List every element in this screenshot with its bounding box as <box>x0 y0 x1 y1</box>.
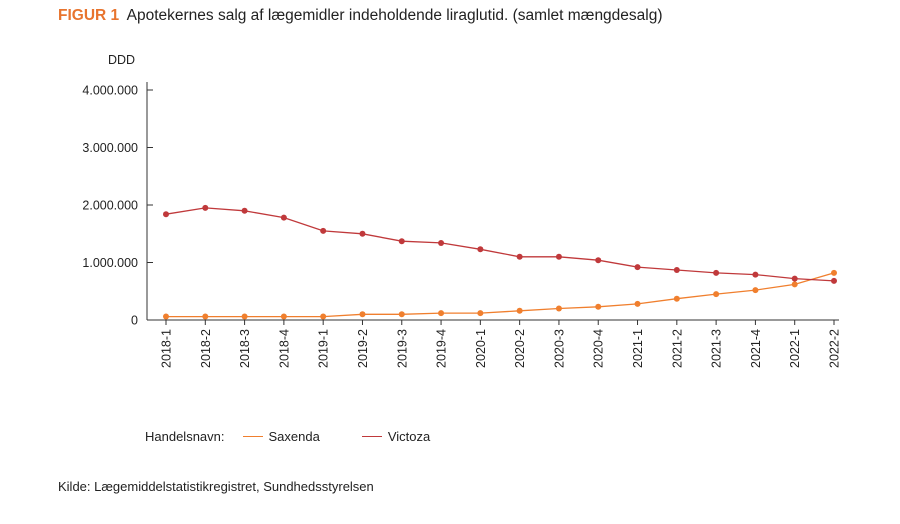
data-point-saxenda <box>202 313 209 320</box>
y-tick-label: 0 <box>131 314 138 328</box>
data-point-saxenda <box>831 269 837 276</box>
data-point-victoza <box>241 207 248 214</box>
legend: Handelsnavn: Saxenda Victoza <box>145 429 466 444</box>
figure-label: FIGUR 1 <box>58 7 120 24</box>
x-tick-label: 2020-4 <box>592 329 606 368</box>
data-point-victoza <box>752 271 759 278</box>
data-point-saxenda <box>595 303 602 310</box>
legend-item-saxenda: Saxenda <box>237 429 320 444</box>
data-point-saxenda <box>791 281 798 288</box>
x-tick-label: 2020-3 <box>552 329 566 368</box>
x-tick-label: 2022-1 <box>788 329 802 368</box>
data-point-victoza <box>831 277 837 284</box>
data-point-saxenda <box>673 295 680 302</box>
data-point-victoza <box>673 266 680 273</box>
series-line-victoza <box>165 207 835 282</box>
line-chart: DDD 0 1.000.000 2.000.000 3.000.000 4.000.000… <box>82 53 842 368</box>
data-point-saxenda <box>634 300 641 307</box>
figure-title: FIGUR 1 Apotekernes salg af lægemidler i… <box>58 7 663 25</box>
source-note: Kilde: Lægemiddelstatistikregistret, Sun… <box>58 479 374 494</box>
data-point-saxenda <box>477 310 484 317</box>
data-point-victoza <box>398 238 405 245</box>
data-point-victoza <box>713 269 720 276</box>
x-tick-label: 2019-1 <box>317 329 331 368</box>
y-tick-label: 2.000.000 <box>82 199 138 213</box>
data-point-saxenda <box>516 307 523 314</box>
data-point-saxenda <box>438 310 445 317</box>
y-tick-label: 1.000.000 <box>82 256 138 270</box>
data-point-victoza <box>320 227 327 234</box>
data-point-saxenda <box>241 313 248 320</box>
data-point-victoza <box>791 275 798 282</box>
y-axis-label: DDD <box>108 53 135 67</box>
y-tick-label: 3.000.000 <box>82 141 138 155</box>
data-point-victoza <box>163 211 169 218</box>
legend-swatch-victoza <box>361 436 382 437</box>
y-tick-label: 4.000.000 <box>82 84 138 98</box>
legend-swatch-saxenda <box>242 436 263 437</box>
legend-label-saxenda: Saxenda <box>268 429 320 444</box>
x-tick-label: 2022-2 <box>828 329 842 368</box>
data-point-saxenda <box>555 305 562 312</box>
data-point-saxenda <box>280 313 287 320</box>
data-point-victoza <box>595 257 602 264</box>
data-point-saxenda <box>163 313 169 320</box>
data-point-victoza <box>280 214 287 221</box>
x-tick-label: 2020-1 <box>474 329 488 368</box>
legend-title: Handelsnavn: <box>145 429 225 444</box>
data-point-saxenda <box>713 291 720 298</box>
data-point-victoza <box>202 204 209 211</box>
figure-title-text: Apotekernes salg af lægemidler indeholde… <box>126 7 663 24</box>
x-tick-label: 2019-4 <box>435 329 449 368</box>
data-point-victoza <box>359 230 366 237</box>
x-tick-label: 2021-2 <box>670 329 684 368</box>
x-tick-label: 2019-3 <box>395 329 409 368</box>
data-point-victoza <box>516 253 523 260</box>
data-point-saxenda <box>359 311 366 318</box>
data-point-saxenda <box>320 313 327 320</box>
data-point-victoza <box>555 253 562 260</box>
data-point-saxenda <box>398 311 405 318</box>
series-line-saxenda <box>166 272 835 318</box>
x-tick-label: 2018-3 <box>238 329 252 368</box>
x-tick-label: 2021-4 <box>749 329 763 368</box>
data-point-victoza <box>634 264 641 271</box>
x-tick-label: 2021-1 <box>631 329 645 368</box>
x-tick-label: 2018-2 <box>199 329 213 368</box>
x-tick-label: 2021-3 <box>710 329 724 368</box>
legend-label-victoza: Victoza <box>387 429 431 444</box>
legend-item-victoza: Victoza <box>356 429 430 444</box>
x-tick-label: 2018-1 <box>160 329 174 368</box>
x-tick-label: 2019-2 <box>356 329 370 368</box>
data-point-victoza <box>438 239 445 246</box>
x-tick-label: 2018-4 <box>277 329 291 368</box>
data-point-saxenda <box>752 287 759 294</box>
x-tick-label: 2020-2 <box>513 329 527 368</box>
data-point-victoza <box>477 246 484 253</box>
